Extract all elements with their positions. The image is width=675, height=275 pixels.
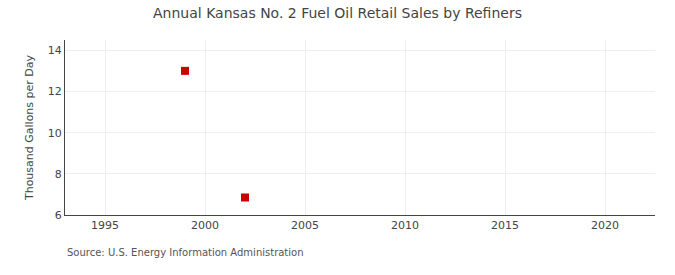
svg-text:10: 10 [48, 126, 62, 139]
svg-text:2010: 2010 [391, 219, 419, 232]
svg-text:Thousand Gallons per Day: Thousand Gallons per Day [23, 54, 36, 201]
svg-text:2000: 2000 [191, 219, 219, 232]
svg-text:14: 14 [48, 44, 62, 57]
svg-text:Source: U.S. Energy Informatio: Source: U.S. Energy Information Administ… [67, 247, 304, 258]
svg-text:8: 8 [55, 168, 62, 181]
svg-text:6: 6 [55, 209, 62, 222]
svg-text:1995: 1995 [91, 219, 119, 232]
svg-text:2020: 2020 [591, 219, 619, 232]
svg-text:2005: 2005 [291, 219, 319, 232]
svg-text:2015: 2015 [491, 219, 519, 232]
svg-text:12: 12 [48, 85, 62, 98]
svg-text:Annual Kansas No. 2 Fuel Oil R: Annual Kansas No. 2 Fuel Oil Retail Sale… [153, 5, 522, 21]
